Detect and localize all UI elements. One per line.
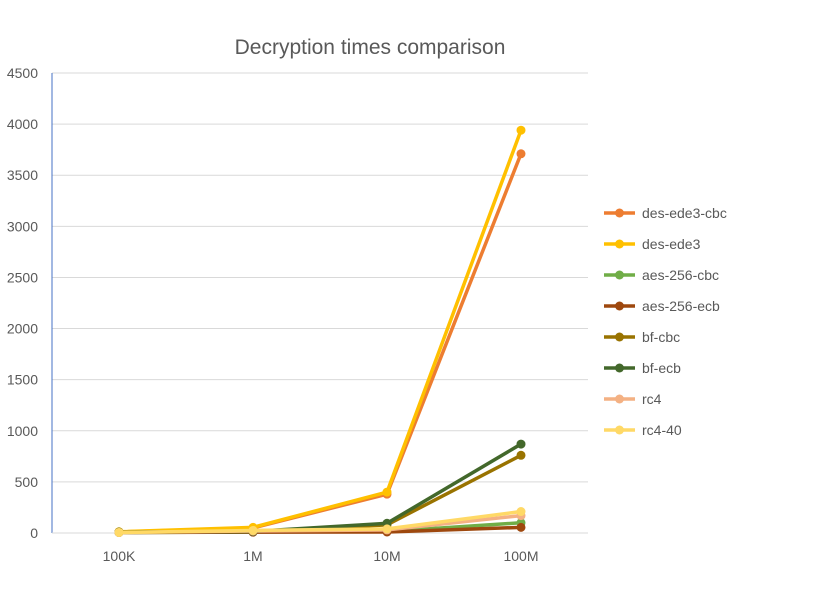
legend-label: aes-256-cbc [642, 267, 719, 283]
series-line [117, 128, 523, 534]
y-tick-label: 3000 [7, 218, 38, 234]
series-line [117, 152, 523, 534]
data-point [516, 522, 526, 532]
legend-item: rc4-40 [604, 422, 682, 438]
y-tick-label: 4000 [7, 116, 38, 132]
legend-label: des-ede3-cbc [642, 205, 727, 221]
data-point [516, 439, 526, 449]
y-tick-label: 0 [30, 525, 38, 541]
series-rc4-40 [114, 507, 526, 537]
data-point [516, 149, 526, 159]
legend-label: bf-ecb [642, 360, 681, 376]
legend: des-ede3-cbc des-ede3 aes-256-cbc aes-256-e… [604, 205, 727, 438]
x-tick-label: 100K [103, 548, 136, 564]
legend-label: des-ede3 [642, 236, 701, 252]
data-point [516, 507, 526, 517]
legend-label: rc4-40 [642, 422, 682, 438]
legend-item: aes-256-cbc [604, 267, 719, 283]
y-tick-label: 2500 [7, 269, 38, 285]
data-point [516, 450, 526, 460]
legend-marker [615, 208, 624, 218]
legend-marker [615, 363, 624, 373]
legend-item: rc4 [604, 391, 662, 407]
y-tick-label: 1500 [7, 372, 38, 388]
gridlines [52, 72, 588, 483]
legend-marker [615, 239, 624, 249]
data-point [114, 527, 124, 537]
legend-item: bf-ecb [604, 360, 681, 376]
data-point [382, 487, 392, 497]
legend-label: bf-cbc [642, 329, 680, 345]
legend-marker [615, 425, 624, 435]
legend-marker [615, 270, 624, 280]
series-line [117, 509, 523, 535]
legend-marker [615, 332, 624, 342]
data-point [248, 525, 258, 535]
legend-marker [615, 394, 624, 404]
legend-label: aes-256-ecb [642, 298, 720, 314]
legend-item: des-ede3-cbc [604, 205, 727, 221]
legend-item: aes-256-ecb [604, 298, 720, 314]
legend-marker [615, 301, 624, 311]
axes: 0 500 1000 1500 2000 2500 3000 3500 4000 4500 100K… [7, 65, 588, 564]
y-tick-label: 2000 [7, 321, 38, 337]
chart-title: Decryption times comparison [235, 36, 506, 59]
y-tick-label: 4500 [7, 65, 38, 81]
x-tick-label: 10M [373, 548, 400, 564]
data-point [516, 125, 526, 135]
legend-item: bf-cbc [604, 329, 680, 345]
series-bf-cbc [114, 450, 526, 537]
legend-item: des-ede3 [604, 236, 701, 252]
x-tick-label: 100M [503, 548, 538, 564]
y-tick-label: 1000 [7, 423, 38, 439]
y-tick-label: 500 [15, 474, 39, 490]
legend-label: rc4 [642, 391, 662, 407]
y-tick-label: 3500 [7, 167, 38, 183]
series-des-ede3 [114, 125, 526, 537]
data-point [382, 524, 392, 534]
series-lines [114, 125, 526, 537]
x-tick-label: 1M [243, 548, 262, 564]
